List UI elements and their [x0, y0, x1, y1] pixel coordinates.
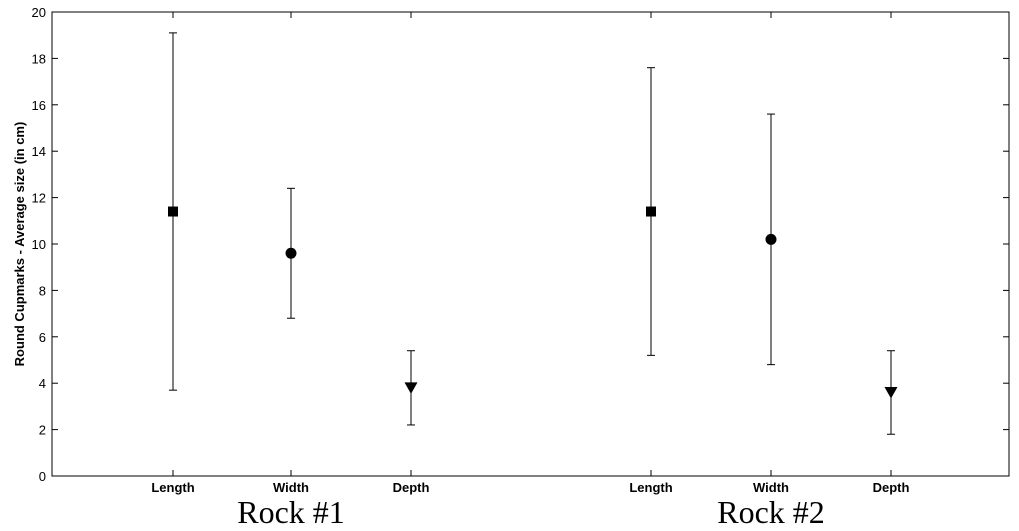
data-point-circle [765, 233, 777, 245]
y-tick-label: 4 [39, 376, 46, 391]
y-tick-label: 12 [32, 191, 46, 206]
y-tick-label: 18 [32, 51, 46, 66]
y-tick-label: 2 [39, 423, 46, 438]
y-tick-label: 20 [32, 5, 46, 20]
y-tick-label: 14 [32, 144, 46, 159]
data-point-circle [285, 247, 297, 259]
group-label: Rock #1 [237, 494, 345, 530]
group-label: Rock #2 [717, 494, 825, 530]
y-axis-title: Round Cupmarks - Average size (in cm) [12, 122, 27, 367]
data-point-square [168, 206, 178, 217]
y-tick-label: 6 [39, 330, 46, 345]
y-tick-label: 16 [32, 98, 46, 113]
x-category-label: Length [629, 480, 672, 495]
y-tick-label: 0 [39, 469, 46, 484]
data-series [168, 32, 898, 435]
x-axis-ticks: Length Width Depth Length Width Depth [151, 12, 909, 495]
x-category-label: Width [753, 480, 789, 495]
group-labels: Rock #1 Rock #2 [237, 494, 825, 530]
plot-area [51, 11, 1010, 477]
x-category-label: Length [151, 480, 194, 495]
x-category-label: Depth [393, 480, 430, 495]
y-tick-label: 10 [32, 237, 46, 252]
data-point-triangle [884, 386, 898, 399]
x-category-label: Depth [873, 480, 910, 495]
data-point-triangle [404, 382, 418, 394]
y-tick-label: 8 [39, 283, 46, 298]
y-axis-ticks: 0 2 4 6 8 10 12 14 16 18 20 [32, 5, 1009, 484]
x-category-label: Width [273, 480, 309, 495]
data-point-square [646, 206, 656, 217]
